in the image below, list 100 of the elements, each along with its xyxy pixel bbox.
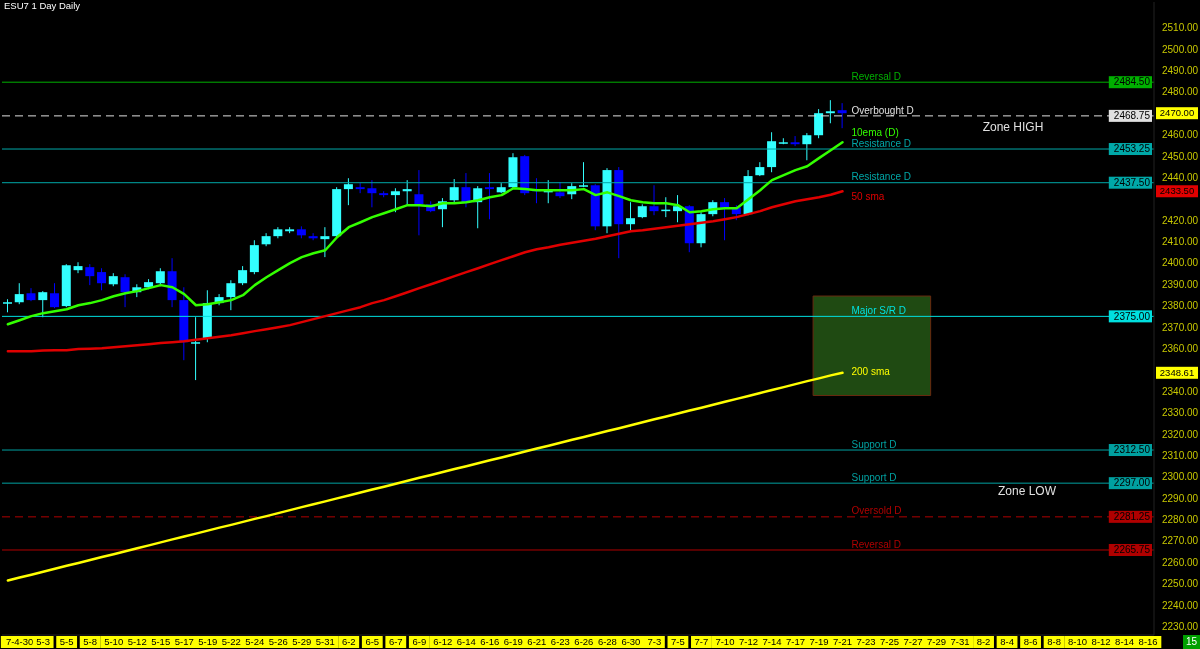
ref-line-label: Oversold D xyxy=(851,505,902,517)
x-tick-label: 6-9 xyxy=(412,636,427,648)
x-tick-label: 6-21 xyxy=(527,636,547,648)
annotation: 2297.00 xyxy=(1113,477,1151,489)
text: 2433.50 xyxy=(1159,185,1195,197)
ref-line-label: Reversal D xyxy=(851,538,901,550)
candlestick xyxy=(85,263,95,286)
ref-line-label: Overbought D xyxy=(851,104,914,116)
x-tick-label: 7-12 xyxy=(738,636,758,648)
text: 15 xyxy=(1185,636,1198,648)
x-tick-label: 5-10 xyxy=(104,636,124,648)
annotation: 2265.75 xyxy=(1113,544,1151,556)
annotation: 2468.75 xyxy=(1113,110,1151,122)
x-tick-label: 5-24 xyxy=(245,636,265,648)
x-tick-label: 6-2 xyxy=(341,636,356,648)
y-tick-label: 2330.00 xyxy=(1162,407,1199,419)
x-tick-label: 6-5 xyxy=(365,636,380,648)
x-tick-label: 7-7 xyxy=(694,636,709,648)
y-tick-label: 2320.00 xyxy=(1162,428,1199,440)
y-tick-label: 2300.00 xyxy=(1162,471,1199,483)
y-tick-label: 2290.00 xyxy=(1162,492,1199,504)
y-tick-label: 2280.00 xyxy=(1162,514,1199,526)
x-tick-label: 6-30 xyxy=(621,636,641,648)
x-tick-label: 7-19 xyxy=(809,636,829,648)
candlestick xyxy=(191,316,201,381)
x-tick-label: 8-16 xyxy=(1138,636,1158,648)
x-tick-label: 7-14 xyxy=(762,636,782,648)
x-tick-label: 7-23 xyxy=(856,636,876,648)
x-tick-label: 5-15 xyxy=(151,636,171,648)
ref-line-label: Resistance D xyxy=(851,171,911,183)
x-tick-label: 7-27 xyxy=(903,636,923,648)
x-tick-label: 5-5 xyxy=(59,636,74,648)
line-series xyxy=(6,190,844,353)
y-tick-label: 2270.00 xyxy=(1162,535,1199,547)
candlestick xyxy=(50,282,60,309)
x-tick-label: 7-4-30 xyxy=(5,636,34,648)
x-tick-label: 5-29 xyxy=(292,636,312,648)
candlestick xyxy=(238,265,248,286)
x-tick-label: 7-31 xyxy=(950,636,970,648)
text: 2470.00 xyxy=(1159,107,1195,119)
y-tick-label: 2240.00 xyxy=(1162,599,1199,611)
candlestick xyxy=(825,99,835,124)
x-tick-label: 8-12 xyxy=(1091,636,1111,648)
candlestick xyxy=(461,172,471,208)
series-label: 50 sma xyxy=(851,190,885,202)
y-tick-label: 2500.00 xyxy=(1162,43,1199,55)
x-tick-label: 6-19 xyxy=(503,636,523,648)
y-tick-label: 2480.00 xyxy=(1162,86,1199,98)
y-tick-label: 2390.00 xyxy=(1162,278,1199,290)
candlestick xyxy=(414,169,424,236)
annotation: 2375.00 xyxy=(1113,310,1151,322)
annotation: 2281.25 xyxy=(1113,510,1151,522)
x-tick-label: 5-31 xyxy=(315,636,335,648)
candlestick xyxy=(649,184,659,216)
y-tick-label: 2250.00 xyxy=(1162,578,1199,590)
x-tick-label: 6-23 xyxy=(550,636,570,648)
annotation: 2453.25 xyxy=(1113,143,1151,155)
y-tick-label: 2230.00 xyxy=(1162,621,1199,632)
y-tick-label: 2420.00 xyxy=(1162,214,1199,226)
y-tick-label: 2440.00 xyxy=(1162,171,1199,183)
candlestick xyxy=(837,102,847,129)
x-tick-label: 8-8 xyxy=(1047,636,1061,648)
series-label: 10ema (D) xyxy=(851,126,899,138)
text: 2348.61 xyxy=(1159,366,1195,378)
x-tick-label: 5-12 xyxy=(127,636,147,648)
y-tick-label: 2310.00 xyxy=(1162,449,1199,461)
x-tick-label: 7-3 xyxy=(647,636,662,648)
candlestick xyxy=(790,135,800,147)
x-tick-label: 7-25 xyxy=(880,636,900,648)
x-tick-label: 7-10 xyxy=(715,636,735,648)
y-tick-label: 2360.00 xyxy=(1162,342,1199,354)
ref-line-label: Resistance D xyxy=(851,137,911,149)
candlestick xyxy=(555,181,565,199)
y-tick-label: 2370.00 xyxy=(1162,321,1199,333)
x-tick-label: 5-26 xyxy=(268,636,288,648)
annotation: 2312.50 xyxy=(1113,444,1151,456)
y-tick-label: 2260.00 xyxy=(1162,556,1199,568)
candlestick xyxy=(390,187,400,213)
y-tick-label: 2510.00 xyxy=(1162,22,1199,34)
candlestick xyxy=(449,178,459,204)
x-tick-label: 6-14 xyxy=(456,636,476,648)
candlestick xyxy=(38,290,48,318)
candlestick xyxy=(484,172,494,220)
candlestick xyxy=(626,201,636,231)
x-tick-label: 7-21 xyxy=(832,636,852,648)
line-series xyxy=(6,371,844,582)
x-tick-label: 6-16 xyxy=(480,636,500,648)
x-tick-label: 7-17 xyxy=(785,636,805,648)
candlestick xyxy=(579,161,588,188)
candlestick xyxy=(14,282,24,305)
line-series xyxy=(6,141,844,326)
x-tick-label: 8-6 xyxy=(1023,636,1038,648)
x-tick-label: 8-2 xyxy=(976,636,991,648)
x-tick-label: 5-19 xyxy=(198,636,218,648)
y-tick-label: 2460.00 xyxy=(1162,129,1199,141)
candlestick xyxy=(97,267,107,291)
y-tick-label: 2380.00 xyxy=(1162,300,1199,312)
candlestick xyxy=(308,232,318,241)
annotation: Zone HIGH xyxy=(982,120,1044,135)
candlestick xyxy=(802,132,812,161)
